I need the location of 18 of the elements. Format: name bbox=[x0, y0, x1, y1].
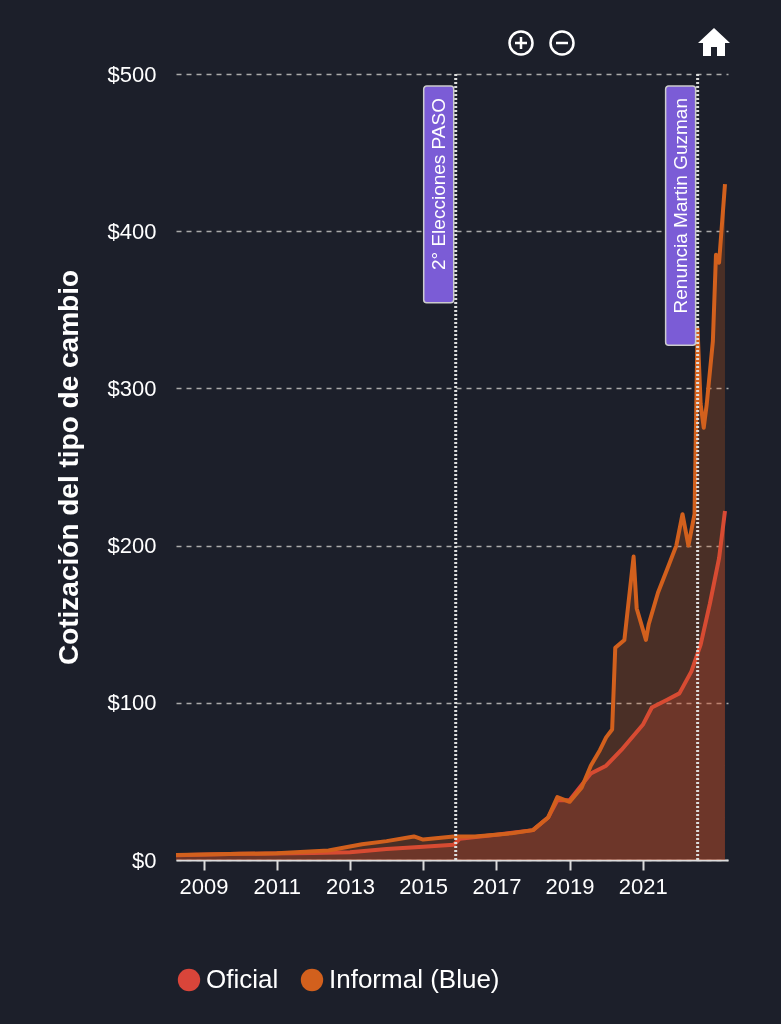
x-tick-label: 2021 bbox=[618, 873, 668, 899]
legend-label: Oficial bbox=[206, 964, 279, 994]
y-tick-label: $500 bbox=[107, 61, 157, 87]
y-tick-label: $0 bbox=[132, 847, 157, 873]
x-tick-label: 2017 bbox=[472, 873, 522, 899]
ref-line-label: 2° Elecciones PASO bbox=[427, 98, 449, 270]
y-tick-label: $100 bbox=[107, 690, 157, 716]
x-tick-label: 2015 bbox=[399, 873, 449, 899]
y-axis-title: Cotización del tipo de cambio bbox=[52, 269, 84, 666]
x-tick-label: 2013 bbox=[326, 873, 375, 899]
x-tick-label: 2009 bbox=[179, 873, 229, 899]
x-tick-label: 2019 bbox=[545, 873, 595, 899]
legend-label: Informal (Blue) bbox=[329, 964, 500, 994]
x-tick-label: 2011 bbox=[253, 873, 301, 899]
y-tick-label: $300 bbox=[107, 375, 157, 401]
y-tick-label: $200 bbox=[107, 533, 157, 559]
ref-line-label: Renuncia Martin Guzman bbox=[669, 98, 691, 314]
y-tick-label: $400 bbox=[107, 218, 157, 244]
